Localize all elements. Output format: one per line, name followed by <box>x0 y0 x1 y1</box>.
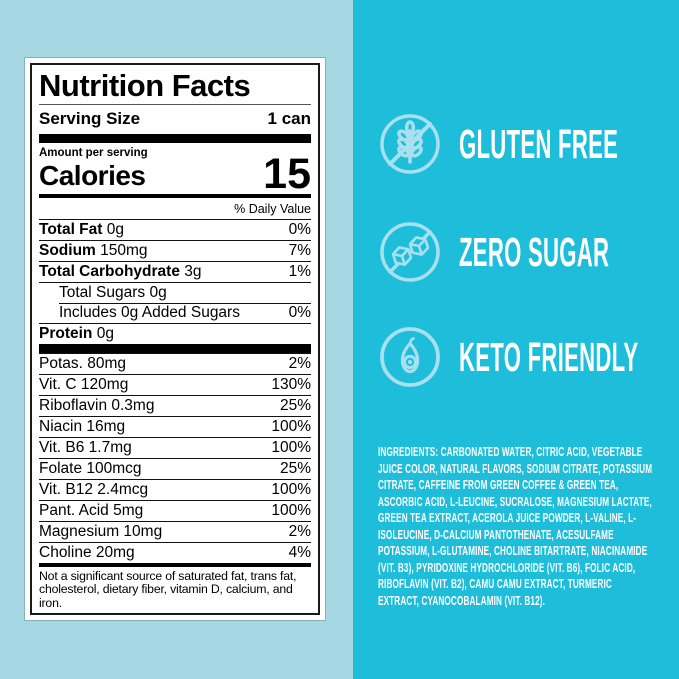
nutrient-name: Potas. 80mg <box>39 354 127 372</box>
ingredients-text: INGREDIENTS: CARBONATED WATER, CITRIC AC… <box>378 444 655 609</box>
nutrient-daily-value: 7% <box>288 242 311 260</box>
nutrition-row: Vit. C 120mg 130% <box>39 373 311 395</box>
nutrient-daily-value: 2% <box>288 354 311 372</box>
nutrition-row: Protein 0g <box>39 323 311 344</box>
nutrient-name: Vit. B6 1.7mg <box>39 438 132 456</box>
macro-nutrient-rows: Total Fat 0g 0% Sodium 150mg 7% Total Carboh… <box>39 219 311 344</box>
nutrient-daily-value: 100% <box>271 417 311 435</box>
nutrient-daily-value: 100% <box>271 501 311 519</box>
nutrition-row: Potas. 80mg 2% <box>39 352 311 374</box>
nutrient-daily-value: 0% <box>288 221 311 239</box>
nutrient-name: Sodium 150mg <box>39 242 148 260</box>
ingredients-heading: INGREDIENTS: <box>378 444 439 459</box>
calories-value: 15 <box>263 149 311 198</box>
label-footnote: Not a significant source of saturated fa… <box>39 568 297 610</box>
nutrient-name: Pant. Acid 5mg <box>39 501 144 519</box>
nutrient-daily-value: 25% <box>279 459 311 477</box>
nutrient-name: Magnesium 10mg <box>39 522 163 540</box>
thick-divider-bar <box>39 344 311 353</box>
nutrition-row: Riboflavin 0.3mg 25% <box>39 394 311 416</box>
badge-gluten-free: GLUTEN FREE <box>377 111 679 177</box>
nutrition-row: Magnesium 10mg 2% <box>39 520 311 542</box>
nutrient-daily-value: 0% <box>288 304 311 322</box>
badge-label: ZERO SUGAR <box>459 228 610 275</box>
nutrition-facts-title: Nutrition Facts <box>39 68 251 103</box>
medium-divider-bar <box>39 193 311 199</box>
nutrient-name: Folate 100mcg <box>39 459 142 477</box>
nutrition-row: Total Sugars 0g <box>39 282 311 303</box>
nutrient-name: Niacin 16mg <box>39 417 126 435</box>
calories-row: Calories 15 <box>39 149 311 198</box>
badge-label: GLUTEN FREE <box>459 120 619 167</box>
nutrition-row: Choline 20mg 4% <box>39 541 311 563</box>
serving-size-label: Serving Size <box>39 109 141 128</box>
nutrient-daily-value: 2% <box>288 522 311 540</box>
nutrient-name: Riboflavin 0.3mg <box>39 396 155 414</box>
nutrition-row: Total Fat 0g 0% <box>39 219 311 240</box>
nutrient-daily-value: 100% <box>271 480 311 498</box>
nutrition-facts-border: Nutrition Facts Serving Size 1 can Amoun… <box>30 63 320 615</box>
nutrient-name: Includes 0g Added Sugars <box>59 304 240 322</box>
daily-value-header: % Daily Value <box>234 202 311 217</box>
amount-per-serving-label: Amount per serving <box>39 146 148 159</box>
nutrient-daily-value: 1% <box>288 263 311 281</box>
calories-label: Calories <box>39 159 146 191</box>
ingredients-list: CARBONATED WATER, CITRIC ACID, VEGETABLE… <box>378 444 653 608</box>
micro-nutrient-rows: Potas. 80mg 2% Vit. C 120mg 130% Riboflavin … <box>39 352 311 563</box>
nutrition-row: Total Carbohydrate 3g 1% <box>39 261 311 282</box>
thick-divider-bar <box>39 134 311 143</box>
nutrition-row: Pant. Acid 5mg 100% <box>39 499 311 521</box>
right-background <box>353 0 679 679</box>
nutrition-row: Vit. B6 1.7mg 100% <box>39 436 311 458</box>
serving-size-row: Serving Size 1 can <box>39 105 311 134</box>
nutrient-name: Vit. B12 2.4mcg <box>39 480 149 498</box>
nutrition-facts-label: Nutrition Facts Serving Size 1 can Amoun… <box>25 58 325 620</box>
nutrition-row: Includes 0g Added Sugars 0% <box>39 303 311 323</box>
nutrient-daily-value: 100% <box>271 438 311 456</box>
nutrient-daily-value: 25% <box>279 396 311 414</box>
nutrient-name: Protein 0g <box>39 325 114 343</box>
sugar-cubes-crossed-icon <box>380 222 440 282</box>
thin-divider-bar <box>39 562 311 567</box>
serving-size-value: 1 can <box>267 109 311 128</box>
nutrition-row: Vit. B12 2.4mcg 100% <box>39 478 311 500</box>
avocado-icon <box>380 327 440 387</box>
nutrient-name: Total Fat 0g <box>39 221 124 239</box>
nutrient-name: Vit. C 120mg <box>39 375 129 393</box>
nutrient-daily-value: 130% <box>271 375 311 393</box>
badge-label: KETO FRIENDLY <box>459 333 639 380</box>
wheat-crossed-icon <box>380 114 440 174</box>
badge-zero-sugar: ZERO SUGAR <box>377 219 679 285</box>
nutrient-name: Total Carbohydrate 3g <box>39 263 202 281</box>
divider <box>39 104 311 105</box>
badge-keto-friendly: KETO FRIENDLY <box>377 324 679 390</box>
nutrient-name: Total Sugars 0g <box>59 284 167 302</box>
nutrition-row: Niacin 16mg 100% <box>39 415 311 437</box>
nutrient-name: Choline 20mg <box>39 543 135 561</box>
nutrition-row: Sodium 150mg 7% <box>39 240 311 261</box>
nutrition-row: Folate 100mcg 25% <box>39 457 311 479</box>
nutrient-daily-value: 4% <box>288 543 311 561</box>
